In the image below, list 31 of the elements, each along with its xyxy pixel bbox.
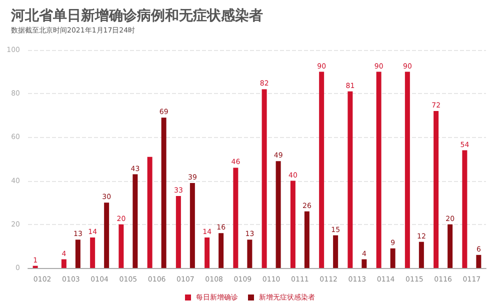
bar [218, 233, 224, 268]
bar [104, 202, 110, 268]
bar [333, 235, 338, 268]
bar [348, 91, 353, 268]
bar [75, 240, 80, 268]
bar [290, 180, 296, 268]
bar [190, 182, 195, 268]
bar [118, 224, 124, 268]
bar [233, 168, 238, 268]
bar [448, 224, 453, 268]
bar [262, 89, 267, 268]
bar [132, 174, 138, 268]
bar [404, 72, 410, 268]
bar [476, 254, 482, 268]
bar [247, 240, 252, 268]
bar [90, 237, 96, 268]
bar [319, 72, 324, 268]
bar [276, 161, 281, 268]
bar [376, 72, 382, 268]
chart-title: 河北省单日新增确诊病例和无症状感染者 [10, 7, 263, 24]
bar [390, 248, 396, 268]
bar [176, 196, 181, 268]
bar [161, 118, 166, 268]
bar [61, 259, 66, 268]
bar [147, 156, 152, 268]
bar [462, 150, 468, 268]
bar [204, 237, 210, 268]
bar [418, 242, 424, 268]
bar [304, 211, 310, 268]
bar [434, 111, 439, 268]
bar [362, 259, 367, 268]
